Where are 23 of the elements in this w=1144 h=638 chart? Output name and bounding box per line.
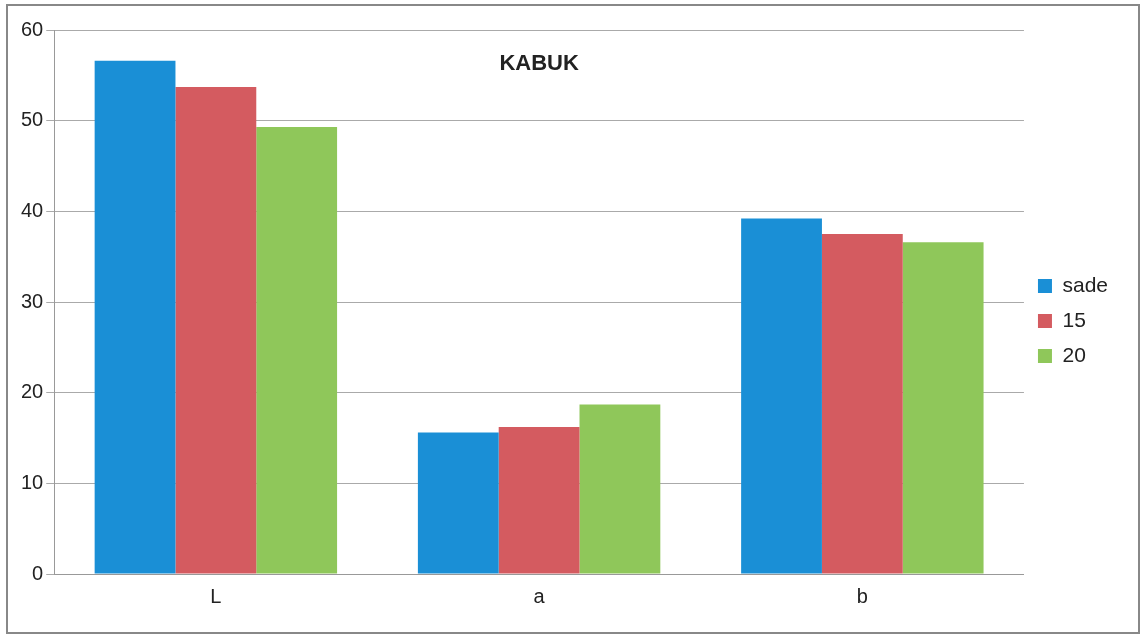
bar bbox=[256, 127, 338, 574]
y-tick-label: 30 bbox=[21, 289, 44, 312]
y-tick-label: 20 bbox=[21, 380, 44, 403]
legend-label: sade bbox=[1062, 272, 1109, 296]
legend-label: 20 bbox=[1062, 342, 1086, 366]
bar bbox=[498, 427, 580, 574]
y-tick-label: 10 bbox=[21, 470, 44, 493]
y-tick-label: 50 bbox=[21, 108, 44, 131]
bar bbox=[902, 242, 984, 574]
y-tick-label: 0 bbox=[32, 561, 44, 584]
x-tick-label: L bbox=[210, 584, 222, 607]
bar bbox=[821, 234, 903, 574]
bar bbox=[579, 404, 661, 574]
y-tick-label: 60 bbox=[21, 17, 44, 40]
bar bbox=[175, 87, 257, 574]
bar bbox=[417, 432, 499, 574]
x-tick-label: a bbox=[533, 584, 546, 607]
bar bbox=[741, 218, 822, 574]
x-tick-label: b bbox=[856, 584, 868, 607]
bar bbox=[94, 60, 176, 574]
y-tick-label: 40 bbox=[21, 198, 44, 221]
legend-label: 15 bbox=[1062, 307, 1086, 331]
text: KABUK bbox=[499, 50, 579, 76]
